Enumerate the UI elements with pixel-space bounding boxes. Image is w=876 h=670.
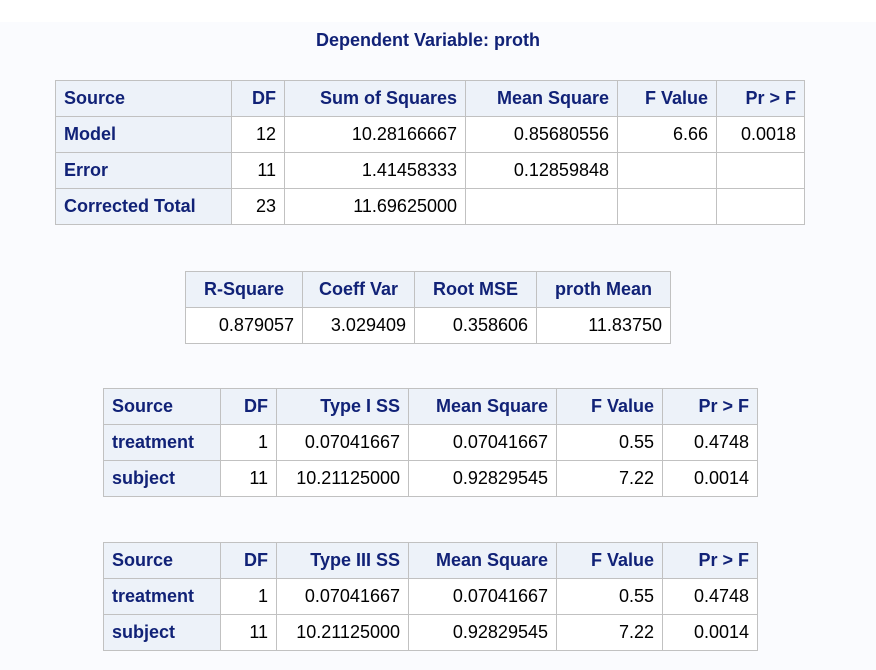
col-header-pr-f: Pr > F: [662, 542, 758, 579]
cell-ms: 0.07041667: [408, 424, 557, 461]
cell-p: 0.0018: [716, 116, 805, 153]
table-row: subject 11 10.21125000 0.92829545 7.22 0…: [103, 460, 758, 497]
col-header-mean-square: Mean Square: [408, 388, 557, 425]
cell-df: 11: [220, 460, 277, 497]
row-header-source: subject: [103, 460, 221, 497]
col-header-f-value: F Value: [617, 80, 717, 117]
table-row: 0.879057 3.029409 0.358606 11.83750: [185, 307, 671, 344]
col-header-coeff-var: Coeff Var: [302, 271, 415, 308]
col-header-pr-f: Pr > F: [716, 80, 805, 117]
cell-ss: 10.28166667: [284, 116, 466, 153]
anova-table: Source DF Sum of Squares Mean Square F V…: [55, 80, 805, 225]
fit-header-row: R-Square Coeff Var Root MSE proth Mean: [185, 271, 671, 308]
col-header-source: Source: [103, 388, 221, 425]
cell-ss: 1.41458333: [284, 152, 466, 189]
cell-p: [716, 188, 805, 225]
col-header-df: DF: [220, 542, 277, 579]
type3-header-row: Source DF Type III SS Mean Square F Valu…: [103, 542, 758, 579]
cell-ms: 0.12859848: [465, 152, 618, 189]
cell-df: 11: [231, 152, 285, 189]
table-row: Model 12 10.28166667 0.85680556 6.66 0.0…: [55, 116, 805, 153]
page-title: Dependent Variable: proth: [315, 30, 541, 50]
row-header-source: subject: [103, 614, 221, 651]
cell-ss: 10.21125000: [276, 614, 409, 651]
type1-ss-table: Source DF Type I SS Mean Square F Value …: [103, 388, 758, 497]
col-header-root-mse: Root MSE: [414, 271, 537, 308]
top-band: [0, 0, 876, 22]
col-header-type-i-ss: Type I SS: [276, 388, 409, 425]
row-header-source: Error: [55, 152, 232, 189]
cell-ss: 11.69625000: [284, 188, 466, 225]
row-header-source: treatment: [103, 424, 221, 461]
cell-f: 6.66: [617, 116, 717, 153]
cell-f: 7.22: [556, 460, 663, 497]
cell-ms: 0.07041667: [408, 578, 557, 615]
col-header-source: Source: [55, 80, 232, 117]
table-row: subject 11 10.21125000 0.92829545 7.22 0…: [103, 614, 758, 651]
cell-p: 0.4748: [662, 578, 758, 615]
anova-header-row: Source DF Sum of Squares Mean Square F V…: [55, 80, 805, 117]
row-header-source: treatment: [103, 578, 221, 615]
table-row: treatment 1 0.07041667 0.07041667 0.55 0…: [103, 578, 758, 615]
cell-r-square: 0.879057: [185, 307, 303, 344]
col-header-df: DF: [231, 80, 285, 117]
cell-df: 23: [231, 188, 285, 225]
type3-ss-table: Source DF Type III SS Mean Square F Valu…: [103, 542, 758, 651]
table-row: Corrected Total 23 11.69625000: [55, 188, 805, 225]
cell-f: 7.22: [556, 614, 663, 651]
cell-coeff-var: 3.029409: [302, 307, 415, 344]
cell-f: [617, 188, 717, 225]
cell-proth-mean: 11.83750: [536, 307, 671, 344]
table-row: treatment 1 0.07041667 0.07041667 0.55 0…: [103, 424, 758, 461]
cell-ms: 0.85680556: [465, 116, 618, 153]
col-header-mean-square: Mean Square: [408, 542, 557, 579]
col-header-f-value: F Value: [556, 542, 663, 579]
cell-ss: 10.21125000: [276, 460, 409, 497]
row-header-source: Corrected Total: [55, 188, 232, 225]
cell-ms: 0.92829545: [408, 460, 557, 497]
cell-p: 0.4748: [662, 424, 758, 461]
fit-statistics-table: R-Square Coeff Var Root MSE proth Mean 0…: [185, 271, 671, 344]
cell-df: 12: [231, 116, 285, 153]
col-header-mean-square: Mean Square: [465, 80, 618, 117]
cell-df: 11: [220, 614, 277, 651]
cell-root-mse: 0.358606: [414, 307, 537, 344]
col-header-f-value: F Value: [556, 388, 663, 425]
cell-ss: 0.07041667: [276, 578, 409, 615]
cell-f: 0.55: [556, 424, 663, 461]
cell-df: 1: [220, 578, 277, 615]
table-row: Error 11 1.41458333 0.12859848: [55, 152, 805, 189]
type1-header-row: Source DF Type I SS Mean Square F Value …: [103, 388, 758, 425]
col-header-proth-mean: proth Mean: [536, 271, 671, 308]
col-header-source: Source: [103, 542, 221, 579]
cell-p: 0.0014: [662, 614, 758, 651]
col-header-type-iii-ss: Type III SS: [276, 542, 409, 579]
col-header-pr-f: Pr > F: [662, 388, 758, 425]
col-header-r-square: R-Square: [185, 271, 303, 308]
cell-p: 0.0014: [662, 460, 758, 497]
cell-ms: 0.92829545: [408, 614, 557, 651]
col-header-df: DF: [220, 388, 277, 425]
col-header-sum-of-squares: Sum of Squares: [284, 80, 466, 117]
cell-f: [617, 152, 717, 189]
cell-p: [716, 152, 805, 189]
cell-ss: 0.07041667: [276, 424, 409, 461]
cell-ms: [465, 188, 618, 225]
cell-df: 1: [220, 424, 277, 461]
cell-f: 0.55: [556, 578, 663, 615]
row-header-source: Model: [55, 116, 232, 153]
